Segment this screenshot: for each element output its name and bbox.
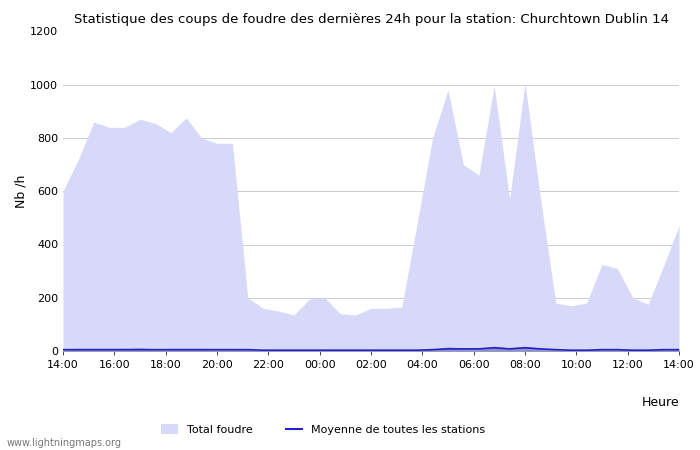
Y-axis label: Nb /h: Nb /h [14,175,27,208]
Text: Heure: Heure [641,396,679,409]
Title: Statistique des coups de foudre des dernières 24h pour la station: Churchtown Du: Statistique des coups de foudre des dern… [74,13,668,26]
Text: www.lightningmaps.org: www.lightningmaps.org [7,438,122,448]
